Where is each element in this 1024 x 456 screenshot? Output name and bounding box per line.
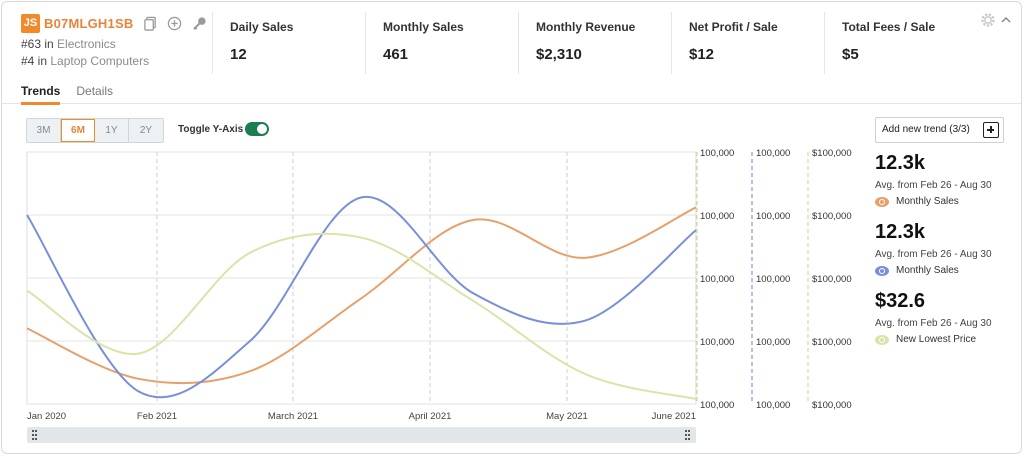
chart-range-scrollbar[interactable] <box>27 427 696 443</box>
y-tick-label: $100,000 <box>812 211 852 222</box>
time-range-selector: 3M 6M 1Y 2Y <box>26 118 164 143</box>
series-line-0 <box>26 206 697 385</box>
y-tick-label: $100,000 <box>812 400 852 411</box>
y-tick-label: 100,000 <box>700 274 734 285</box>
x-tick-label: Jan 2020 <box>27 411 66 422</box>
x-tick-label: Feb 2021 <box>137 411 177 422</box>
x-tick-label: March 2021 <box>268 411 318 422</box>
js-logo: JS <box>21 14 40 33</box>
x-tick-label: April 2021 <box>409 411 452 422</box>
metric-net-profit: Net Profit / Sale $12 <box>671 12 824 74</box>
y-tick-label: 100,000 <box>700 337 734 348</box>
add-circle-icon[interactable] <box>167 16 182 31</box>
y-tick-label: 100,000 <box>756 400 790 411</box>
chevron-up-icon[interactable] <box>1000 14 1012 26</box>
product-title-row: JS B07MLGH1SB <box>21 14 211 33</box>
trend-stat: 12.3k Avg. from Feb 26 - Aug 30 Monthly … <box>875 221 1015 276</box>
y-tick-label: 100,000 <box>700 211 734 222</box>
range-2y-button[interactable]: 2Y <box>129 119 163 142</box>
chart-grid <box>26 151 809 405</box>
metric-monthly-revenue: Monthly Revenue $2,310 <box>518 12 671 74</box>
scrollbar-right-handle[interactable] <box>685 430 691 440</box>
y-tick-label: 100,000 <box>700 400 734 411</box>
header: JS B07MLGH1SB #63 in Electronics #4 in La… <box>2 2 1021 105</box>
y-tick-label: 100,000 <box>756 148 790 159</box>
product-info: JS B07MLGH1SB #63 in Electronics #4 in La… <box>21 14 211 68</box>
range-6m-button[interactable]: 6M <box>61 119 95 142</box>
eye-icon[interactable] <box>875 334 889 345</box>
chart-series <box>26 195 697 400</box>
asin-link[interactable]: B07MLGH1SB <box>44 16 134 31</box>
legend-item[interactable]: Monthly Sales <box>875 265 1015 276</box>
trend-summary-panel: 12.3k Avg. from Feb 26 - Aug 30 Monthly … <box>875 152 1015 359</box>
tab-bar: Trends Details <box>21 82 129 105</box>
range-1y-button[interactable]: 1Y <box>95 119 129 142</box>
tab-trends[interactable]: Trends <box>21 84 61 105</box>
x-tick-label: May 2021 <box>546 411 588 422</box>
category-link[interactable]: Electronics <box>57 37 116 51</box>
gear-icon[interactable] <box>980 12 996 28</box>
chart-labels: 100,000 100,000 100,000 100,000 100,000 100,0… <box>27 148 852 422</box>
trend-stat: 12.3k Avg. from Feb 26 - Aug 30 Monthly … <box>875 152 1015 207</box>
tab-details[interactable]: Details <box>76 84 114 98</box>
rank-laptops: #4 in Laptop Computers <box>21 54 150 68</box>
toggle-y-axis-switch[interactable] <box>245 122 269 136</box>
range-3m-button[interactable]: 3M <box>27 119 61 142</box>
trend-stat: $32.6 Avg. from Feb 26 - Aug 30 New Lowe… <box>875 290 1015 345</box>
metric-daily-sales: Daily Sales 12 <box>212 12 365 74</box>
y-tick-label: $100,000 <box>812 148 852 159</box>
legend-item[interactable]: New Lowest Price <box>875 334 1015 345</box>
y-tick-label: 100,000 <box>700 148 734 159</box>
y-tick-label: 100,000 <box>756 274 790 285</box>
add-trend-button[interactable]: Add new trend (3/3) <box>875 117 1004 143</box>
y-tick-label: 100,000 <box>756 211 790 222</box>
y-tick-label: $100,000 <box>812 274 852 285</box>
eye-icon[interactable] <box>875 265 889 276</box>
scrollbar-left-handle[interactable] <box>32 430 38 440</box>
category-link[interactable]: Laptop Computers <box>50 54 150 68</box>
metric-monthly-sales: Monthly Sales 461 <box>365 12 518 74</box>
key-icon[interactable] <box>192 16 207 31</box>
toggle-knob <box>257 124 267 134</box>
trends-chart: 100,000 100,000 100,000 100,000 100,000 100,0… <box>26 148 852 422</box>
x-tick-label: June 2021 <box>652 411 696 422</box>
metric-total-fees: Total Fees / Sale $5 <box>824 12 974 74</box>
plus-square-icon <box>983 122 999 138</box>
series-line-1 <box>26 195 697 399</box>
series-line-2 <box>26 232 697 400</box>
y-tick-label: $100,000 <box>812 337 852 348</box>
y-tick-label: 100,000 <box>756 337 790 348</box>
legend-item[interactable]: Monthly Sales <box>875 196 1015 207</box>
toggle-y-axis-label: Toggle Y-Axis <box>178 124 244 135</box>
eye-icon[interactable] <box>875 196 889 207</box>
copy-icon[interactable] <box>143 16 158 31</box>
rank-electronics: #63 in Electronics <box>21 37 116 51</box>
